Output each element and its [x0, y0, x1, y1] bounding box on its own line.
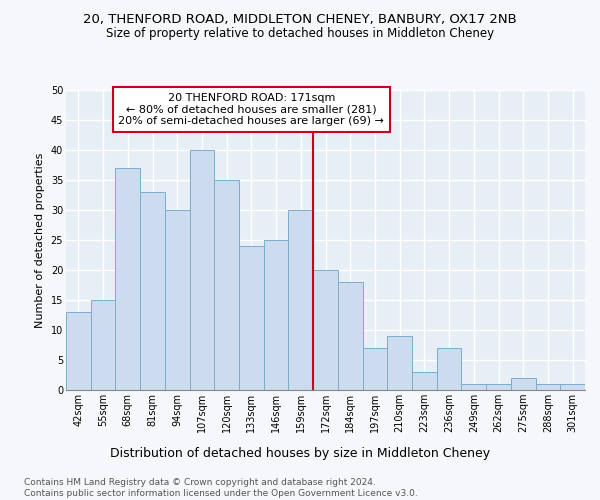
Bar	[461, 384, 486, 390]
Bar	[511, 378, 536, 390]
Bar	[536, 384, 560, 390]
Y-axis label: Number of detached properties: Number of detached properties	[35, 152, 45, 328]
Bar	[165, 210, 190, 390]
Text: 20 THENFORD ROAD: 171sqm
← 80% of detached houses are smaller (281)
20% of semi-: 20 THENFORD ROAD: 171sqm ← 80% of detach…	[118, 93, 384, 126]
Bar	[560, 384, 585, 390]
Bar	[239, 246, 264, 390]
Bar	[437, 348, 461, 390]
Bar	[190, 150, 214, 390]
Text: Distribution of detached houses by size in Middleton Cheney: Distribution of detached houses by size …	[110, 448, 490, 460]
Bar	[140, 192, 165, 390]
Text: Size of property relative to detached houses in Middleton Cheney: Size of property relative to detached ho…	[106, 28, 494, 40]
Bar	[264, 240, 289, 390]
Bar	[91, 300, 115, 390]
Bar	[313, 270, 338, 390]
Bar	[338, 282, 362, 390]
Text: 20, THENFORD ROAD, MIDDLETON CHENEY, BANBURY, OX17 2NB: 20, THENFORD ROAD, MIDDLETON CHENEY, BAN…	[83, 12, 517, 26]
Text: Contains HM Land Registry data © Crown copyright and database right 2024.
Contai: Contains HM Land Registry data © Crown c…	[24, 478, 418, 498]
Bar	[66, 312, 91, 390]
Bar	[412, 372, 437, 390]
Bar	[289, 210, 313, 390]
Bar	[214, 180, 239, 390]
Bar	[387, 336, 412, 390]
Bar	[486, 384, 511, 390]
Bar	[115, 168, 140, 390]
Bar	[362, 348, 387, 390]
